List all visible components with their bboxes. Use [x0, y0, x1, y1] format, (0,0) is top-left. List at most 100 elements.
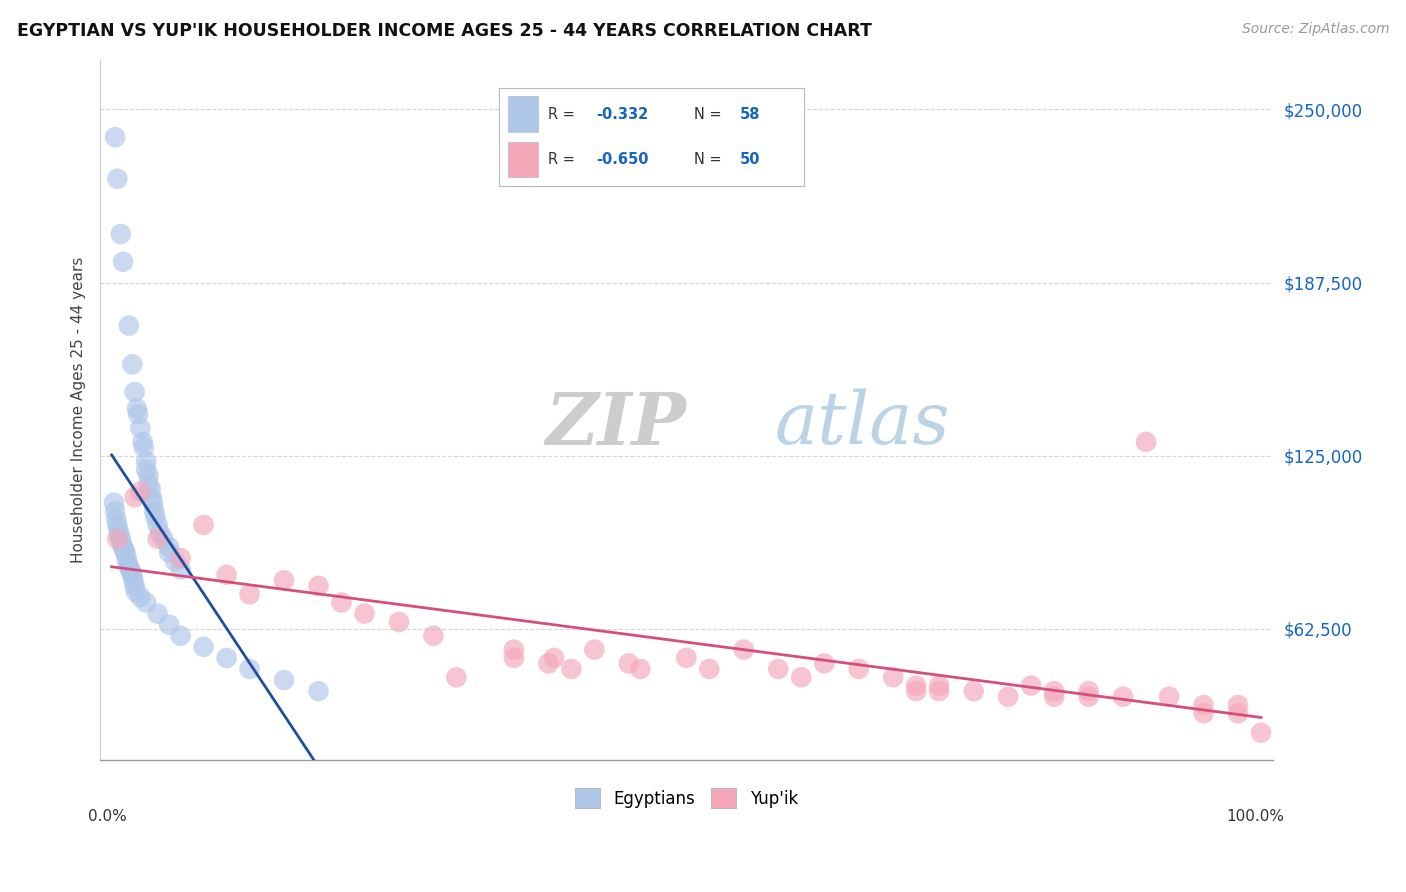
Point — [125, 401, 148, 416]
Point — [112, 540, 135, 554]
Point — [135, 454, 157, 468]
Text: atlas: atlas — [775, 389, 950, 459]
Point — [1192, 706, 1215, 721]
Point — [121, 567, 143, 582]
Point — [503, 642, 526, 657]
Point — [146, 518, 169, 533]
Text: Source: ZipAtlas.com: Source: ZipAtlas.com — [1241, 22, 1389, 37]
Point — [273, 673, 295, 687]
Point — [905, 684, 928, 698]
Point — [129, 484, 152, 499]
Point — [138, 476, 160, 491]
Point — [330, 595, 353, 609]
Point — [125, 584, 148, 599]
Point — [129, 590, 152, 604]
Point — [135, 462, 157, 476]
Point — [152, 532, 174, 546]
Point — [169, 629, 191, 643]
Point — [308, 684, 330, 698]
Point — [146, 607, 169, 621]
Point — [1077, 684, 1099, 698]
Point — [105, 532, 128, 546]
Point — [560, 662, 582, 676]
Point — [963, 684, 986, 698]
Point — [103, 496, 125, 510]
Point — [157, 546, 180, 560]
Point — [117, 557, 139, 571]
Point — [169, 551, 191, 566]
Text: ZIP: ZIP — [546, 389, 686, 459]
Point — [105, 171, 128, 186]
Point — [118, 562, 141, 576]
Point — [628, 662, 651, 676]
Point — [905, 679, 928, 693]
Text: EGYPTIAN VS YUP'IK HOUSEHOLDER INCOME AGES 25 - 44 YEARS CORRELATION CHART: EGYPTIAN VS YUP'IK HOUSEHOLDER INCOME AG… — [17, 22, 872, 40]
Point — [238, 587, 260, 601]
Point — [118, 559, 141, 574]
Point — [273, 574, 295, 588]
Point — [1019, 679, 1042, 693]
Point — [105, 512, 128, 526]
Point — [157, 540, 180, 554]
Point — [768, 662, 790, 676]
Point — [928, 679, 950, 693]
Point — [193, 518, 215, 533]
Point — [388, 615, 411, 629]
Point — [121, 357, 143, 371]
Point — [215, 567, 238, 582]
Point — [193, 640, 215, 654]
Point — [1043, 690, 1066, 704]
Point — [143, 509, 166, 524]
Point — [105, 518, 128, 533]
Point — [127, 407, 149, 421]
Point — [353, 607, 375, 621]
Point — [104, 130, 127, 145]
Point — [503, 651, 526, 665]
Point — [813, 657, 835, 671]
Text: 100.0%: 100.0% — [1226, 809, 1284, 824]
Point — [142, 496, 165, 510]
Legend: Egyptians, Yup'ik: Egyptians, Yup'ik — [568, 781, 804, 815]
Point — [124, 384, 146, 399]
Point — [108, 529, 131, 543]
Point — [110, 227, 132, 241]
Point — [163, 554, 186, 568]
Point — [997, 690, 1019, 704]
Point — [1192, 698, 1215, 712]
Point — [882, 670, 904, 684]
Point — [848, 662, 870, 676]
Point — [1135, 434, 1157, 449]
Point — [107, 524, 129, 538]
Point — [135, 595, 157, 609]
Point — [308, 579, 330, 593]
Point — [537, 657, 560, 671]
Point — [1250, 725, 1272, 739]
Point — [146, 532, 169, 546]
Point — [115, 551, 138, 566]
Point — [215, 651, 238, 665]
Point — [149, 526, 172, 541]
Point — [132, 441, 155, 455]
Point — [118, 318, 141, 333]
Point — [422, 629, 444, 643]
Point — [138, 468, 160, 483]
Point — [697, 662, 720, 676]
Point — [238, 662, 260, 676]
Point — [675, 651, 697, 665]
Point — [120, 565, 142, 579]
Point — [139, 482, 162, 496]
Point — [733, 642, 755, 657]
Point — [446, 670, 468, 684]
Point — [141, 490, 163, 504]
Point — [124, 490, 146, 504]
Point — [143, 504, 166, 518]
Text: 0.0%: 0.0% — [89, 809, 127, 824]
Point — [1043, 684, 1066, 698]
Point — [1227, 706, 1250, 721]
Point — [157, 617, 180, 632]
Point — [110, 532, 132, 546]
Point — [928, 684, 950, 698]
Point — [169, 562, 191, 576]
Point — [111, 537, 134, 551]
Point — [543, 651, 565, 665]
